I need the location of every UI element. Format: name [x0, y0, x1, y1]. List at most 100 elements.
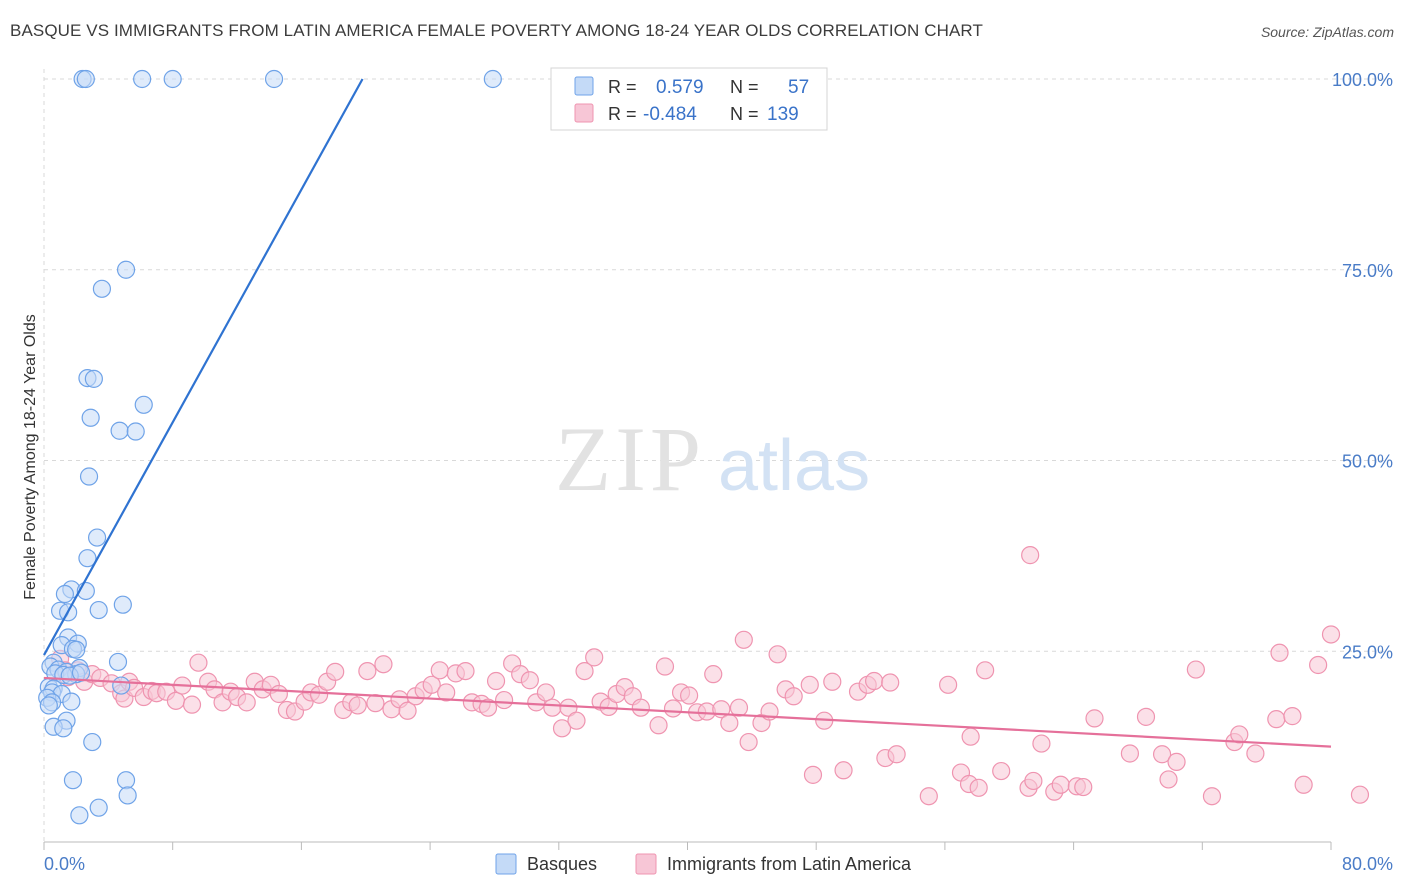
basque-point: [116, 771, 136, 790]
watermark: ZIP atlas: [555, 408, 870, 510]
basque-point: [89, 600, 108, 620]
basque-point: [134, 395, 153, 414]
latin-point: [834, 761, 853, 780]
latin-point: [1270, 643, 1289, 662]
basque-point: [84, 369, 103, 388]
bottom-legend: Basques Immigrants from Latin America: [495, 853, 912, 875]
latin-point: [976, 661, 995, 680]
latin-point: [1021, 546, 1040, 565]
basques-swatch: [574, 76, 594, 96]
latin-trend-line: [43, 676, 1332, 748]
latin-point: [495, 690, 514, 710]
latin-point: [969, 778, 988, 797]
latin-point: [358, 661, 377, 681]
latin-point: [1085, 709, 1104, 728]
latin-point: [649, 716, 668, 735]
latin-point: [992, 761, 1011, 781]
latin-point: [768, 645, 787, 664]
basques-n-value: 57: [788, 77, 809, 98]
basque-point: [110, 421, 129, 440]
latin-point: [1267, 710, 1286, 729]
latin-point: [1283, 707, 1302, 726]
watermark-atlas: atlas: [718, 426, 870, 506]
basque-point: [133, 69, 152, 89]
basque-point: [264, 69, 284, 89]
basque-point: [54, 719, 73, 738]
latin-n-label: N =: [730, 104, 759, 124]
latin-point: [680, 686, 699, 705]
latin-point: [1032, 734, 1051, 753]
latin-point: [1120, 744, 1140, 763]
bottom-legend-basques-swatch: [495, 853, 517, 875]
x-tick-label-min: 0.0%: [44, 854, 85, 874]
y-tick-label: 25.0%: [1342, 642, 1393, 662]
basque-point: [483, 69, 502, 89]
stats-legend: R = 0.579 N = 57 R = -0.484 N = 139: [550, 67, 828, 131]
bottom-legend-latin-swatch: [635, 853, 657, 875]
bottom-legend-basques-label: Basques: [527, 854, 597, 874]
latin-point: [486, 671, 506, 691]
latin-point: [887, 745, 906, 764]
latin-point: [559, 698, 578, 717]
basque-point: [163, 69, 182, 89]
latin-point: [1152, 745, 1172, 764]
basque-point: [70, 806, 89, 825]
latin-point: [182, 695, 202, 714]
basques-points: [38, 69, 502, 825]
latin-point: [939, 675, 958, 694]
latin-point: [1246, 744, 1265, 763]
latin-point: [823, 672, 842, 691]
basque-point: [67, 640, 86, 659]
latin-point: [326, 662, 345, 681]
trend-lines: [43, 78, 1332, 748]
latin-point: [663, 699, 683, 718]
latin-point: [1202, 787, 1222, 806]
basques-n-label: N =: [730, 77, 759, 97]
latin-point: [309, 685, 329, 704]
latin-point: [422, 675, 441, 694]
latin-point: [398, 701, 417, 720]
latin-point: [1350, 785, 1370, 804]
latin-point: [919, 787, 938, 806]
basque-point: [78, 549, 97, 568]
latin-point: [729, 698, 749, 717]
basques-r-value: 0.579: [656, 77, 704, 98]
chart-title: BASQUE VS IMMIGRANTS FROM LATIN AMERICA …: [10, 21, 983, 40]
latin-point: [1167, 752, 1186, 771]
latin-point: [520, 671, 539, 690]
basque-point: [112, 676, 131, 695]
basques-trend-line: [43, 78, 364, 656]
latin-point: [348, 696, 367, 715]
latin-point: [575, 661, 594, 681]
latin-point: [1159, 770, 1178, 789]
y-tick-label: 75.0%: [1342, 261, 1393, 281]
latin-point: [1074, 777, 1093, 797]
basque-point: [79, 467, 99, 486]
latin-point: [567, 711, 586, 730]
latin-point: [189, 653, 208, 672]
latin-n-value: 139: [767, 104, 799, 125]
latin-point: [552, 719, 572, 738]
basque-point: [71, 663, 91, 682]
basque-point: [92, 279, 112, 298]
basque-point: [76, 69, 95, 89]
latin-point: [536, 683, 556, 702]
x-tick-label-max: 80.0%: [1342, 854, 1393, 874]
latin-america-points: [50, 546, 1370, 806]
watermark-zip: ZIP: [555, 408, 705, 510]
latin-point: [865, 671, 884, 691]
basque-point: [108, 652, 128, 672]
latin-point: [1294, 775, 1313, 794]
basque-point: [126, 422, 145, 441]
latin-point: [803, 765, 823, 784]
y-tick-label: 50.0%: [1342, 452, 1393, 472]
basque-point: [39, 696, 58, 715]
latin-point: [961, 727, 980, 746]
axes: 100.0% 75.0% 50.0% 25.0% 0.0% 80.0%: [43, 70, 1393, 874]
latin-point: [739, 732, 758, 752]
latin-point: [430, 661, 449, 680]
latin-point: [655, 657, 675, 676]
basque-point: [63, 771, 83, 790]
latin-point: [1024, 771, 1043, 791]
basque-point: [116, 260, 136, 279]
